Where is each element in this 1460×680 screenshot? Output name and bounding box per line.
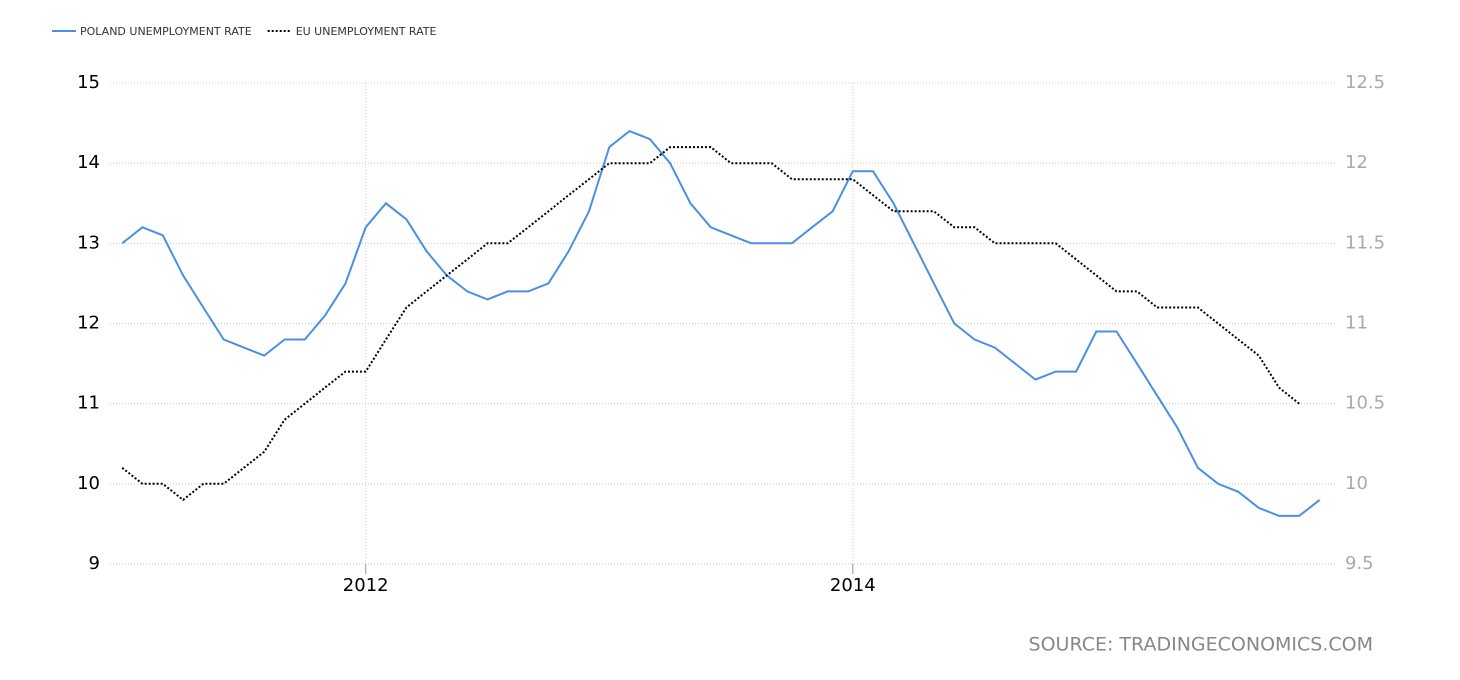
y-tick-label: 9 bbox=[89, 553, 100, 574]
x-tick-label: 2012 bbox=[343, 575, 389, 596]
y-tick-label: 13 bbox=[77, 232, 100, 253]
y-tick-label: 11 bbox=[77, 393, 100, 414]
y2-tick-label: 12.5 bbox=[1345, 72, 1385, 93]
x-tick-label: 2014 bbox=[830, 575, 876, 596]
legend-label: EU UNEMPLOYMENT RATE bbox=[296, 25, 437, 38]
y2-tick-label: 10.5 bbox=[1345, 393, 1385, 414]
y-tick-label: 12 bbox=[77, 313, 100, 334]
source: SOURCE: TRADINGECONOMICS.COM bbox=[1029, 634, 1373, 656]
y-tick-label: 10 bbox=[77, 473, 100, 494]
y2-tick-label: 11.5 bbox=[1345, 232, 1385, 253]
y2-tick-label: 11 bbox=[1345, 313, 1368, 334]
series-line bbox=[121, 129, 1321, 517]
y-tick-label: 15 bbox=[77, 72, 100, 93]
legend-label: POLAND UNEMPLOYMENT RATE bbox=[80, 25, 252, 38]
y-tick-label: 14 bbox=[77, 152, 100, 173]
y2-tick-label: 10 bbox=[1345, 473, 1368, 494]
y2-tick-label: 9.5 bbox=[1345, 553, 1374, 574]
series-line bbox=[121, 146, 1300, 502]
y2-tick-label: 12 bbox=[1345, 152, 1368, 173]
